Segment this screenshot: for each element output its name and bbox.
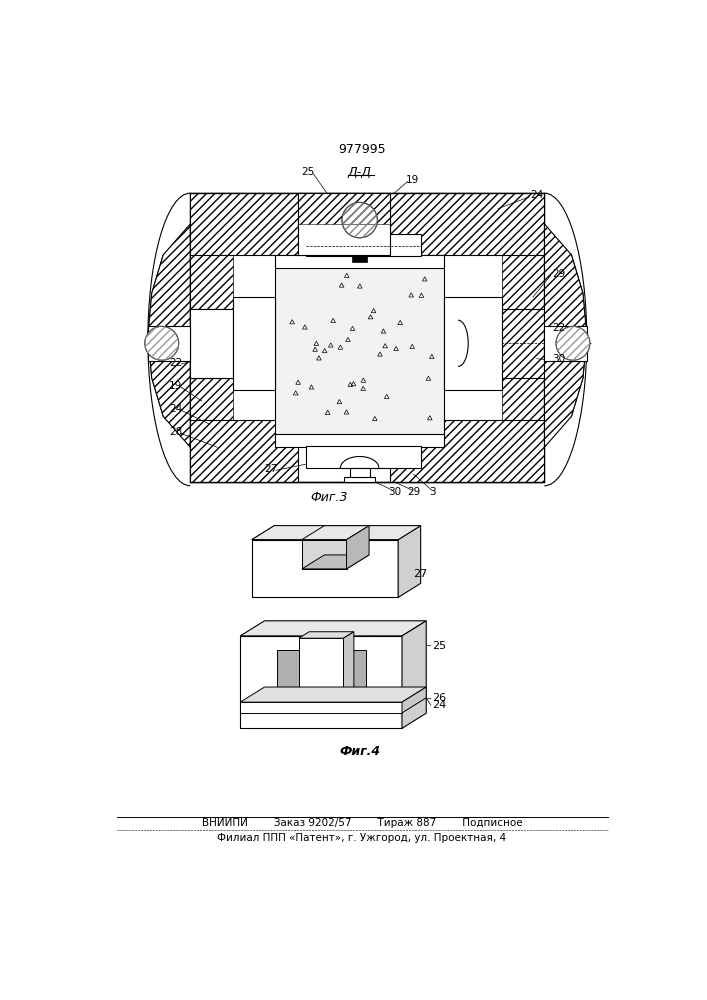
Text: 24: 24	[530, 190, 544, 200]
Text: 27: 27	[264, 464, 277, 474]
Text: 24: 24	[169, 404, 182, 414]
Polygon shape	[544, 232, 587, 440]
Text: 29: 29	[407, 487, 420, 497]
Text: 27: 27	[414, 569, 428, 579]
Text: 22: 22	[552, 323, 566, 333]
Polygon shape	[275, 255, 444, 268]
Polygon shape	[544, 326, 587, 361]
Polygon shape	[277, 650, 366, 711]
Polygon shape	[190, 420, 298, 482]
Polygon shape	[190, 193, 298, 255]
Polygon shape	[252, 526, 421, 540]
Polygon shape	[252, 540, 398, 597]
Polygon shape	[346, 526, 369, 569]
Polygon shape	[350, 468, 370, 478]
Text: 977995: 977995	[338, 143, 386, 156]
Text: ВНИИПИ        Заказ 9202/57        Тираж 887        Подписное: ВНИИПИ Заказ 9202/57 Тираж 887 Подписное	[201, 818, 522, 828]
Text: 28: 28	[169, 427, 182, 437]
Polygon shape	[275, 266, 444, 436]
Text: 22: 22	[169, 358, 182, 368]
Polygon shape	[233, 297, 275, 389]
Polygon shape	[148, 232, 190, 440]
Text: Фиг.4: Фиг.4	[339, 745, 380, 758]
Polygon shape	[240, 636, 402, 728]
Text: 26: 26	[433, 693, 447, 703]
Polygon shape	[299, 632, 354, 638]
Polygon shape	[298, 193, 390, 224]
Polygon shape	[240, 621, 426, 636]
Polygon shape	[299, 638, 344, 711]
Polygon shape	[190, 309, 233, 378]
Polygon shape	[346, 526, 421, 540]
Circle shape	[342, 202, 378, 238]
Text: 30: 30	[552, 354, 566, 364]
Circle shape	[556, 326, 590, 360]
Text: 30: 30	[387, 487, 401, 497]
Polygon shape	[252, 526, 325, 540]
Polygon shape	[352, 255, 368, 262]
Polygon shape	[402, 687, 426, 713]
Polygon shape	[344, 632, 354, 711]
Polygon shape	[305, 446, 421, 468]
Polygon shape	[402, 621, 426, 728]
Text: 25: 25	[302, 167, 315, 177]
Polygon shape	[444, 297, 502, 389]
Text: 3: 3	[429, 487, 436, 497]
Text: Д-Д: Д-Д	[348, 166, 372, 179]
Polygon shape	[298, 193, 390, 255]
Circle shape	[145, 326, 179, 360]
Polygon shape	[544, 224, 587, 447]
Polygon shape	[240, 702, 402, 713]
Polygon shape	[302, 540, 346, 569]
Text: 25: 25	[433, 641, 447, 651]
Polygon shape	[148, 224, 190, 447]
Text: 19: 19	[169, 381, 182, 391]
Polygon shape	[190, 193, 544, 482]
Polygon shape	[502, 255, 544, 420]
Polygon shape	[398, 526, 421, 597]
Polygon shape	[190, 255, 233, 420]
Polygon shape	[344, 477, 375, 482]
Text: Фиг.3: Фиг.3	[310, 491, 348, 504]
Polygon shape	[390, 420, 544, 482]
Text: Филиал ППП «Патент», г. Ужгород, ул. Проектная, 4: Филиал ППП «Патент», г. Ужгород, ул. Про…	[217, 833, 506, 843]
Polygon shape	[240, 687, 426, 702]
Polygon shape	[305, 234, 421, 256]
Polygon shape	[275, 434, 444, 447]
Polygon shape	[302, 555, 369, 569]
Text: 29: 29	[552, 269, 566, 279]
Text: 19: 19	[406, 175, 419, 185]
Text: 24: 24	[433, 700, 447, 710]
Polygon shape	[390, 193, 544, 255]
Polygon shape	[148, 326, 190, 361]
